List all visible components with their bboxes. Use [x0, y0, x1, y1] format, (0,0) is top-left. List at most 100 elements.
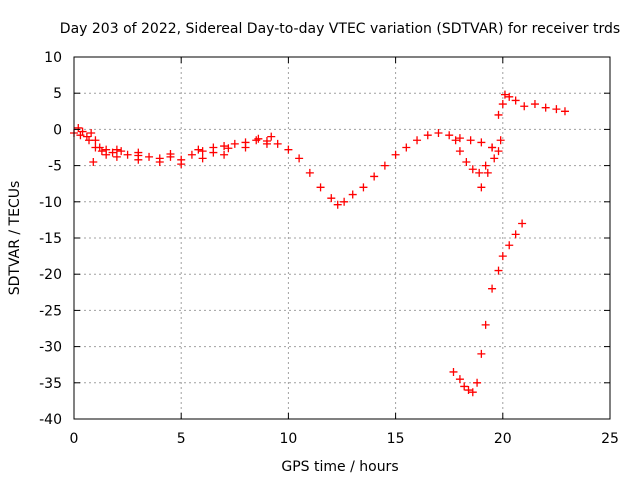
data-point — [348, 190, 357, 199]
data-point — [488, 284, 497, 293]
x-tick-label: 25 — [601, 431, 619, 447]
data-point — [194, 145, 203, 154]
data-point — [134, 151, 143, 160]
data-point — [267, 132, 276, 141]
data-point — [518, 219, 527, 228]
x-axis-label: GPS time / hours — [281, 459, 398, 475]
y-tick-label: -25 — [39, 303, 62, 319]
data-point — [254, 134, 263, 143]
data-point — [477, 349, 486, 358]
data-point — [262, 139, 271, 148]
data-point — [91, 143, 100, 152]
grid-lines — [74, 57, 610, 419]
data-point — [380, 161, 389, 170]
y-tick-label: -30 — [39, 340, 62, 356]
data-point — [455, 147, 464, 156]
data-point — [273, 139, 282, 148]
data-point — [340, 197, 349, 206]
data-point — [449, 367, 458, 376]
data-point — [112, 145, 121, 154]
x-tick-label: 0 — [70, 431, 79, 447]
data-point — [451, 136, 460, 145]
data-point — [209, 148, 218, 157]
data-point — [455, 375, 464, 384]
data-point — [198, 147, 207, 156]
y-tick-label: 0 — [53, 122, 62, 138]
y-tick-label: -20 — [39, 267, 62, 283]
axis-ticks — [73, 56, 611, 420]
data-markers — [70, 90, 569, 397]
y-tick-label: -5 — [48, 159, 62, 175]
data-point — [455, 134, 464, 143]
data-point — [102, 150, 111, 159]
data-point — [155, 157, 164, 166]
data-point — [97, 147, 106, 156]
data-point — [552, 105, 561, 114]
data-point — [220, 142, 229, 151]
data-point — [359, 183, 368, 192]
data-point — [505, 241, 514, 250]
data-point — [117, 147, 126, 156]
y-tick-label: -40 — [39, 412, 62, 428]
data-point — [295, 154, 304, 163]
data-point — [494, 266, 503, 275]
data-point — [112, 152, 121, 161]
data-point — [89, 157, 98, 166]
x-tick-labels: 0 5 10 15 20 25 — [70, 431, 619, 447]
x-tick-label: 10 — [279, 431, 297, 447]
data-point — [177, 160, 186, 169]
data-point — [477, 138, 486, 147]
data-point — [498, 252, 507, 261]
data-point — [198, 154, 207, 163]
x-tick-label: 15 — [387, 431, 405, 447]
x-tick-label: 20 — [494, 431, 512, 447]
data-point — [413, 136, 422, 145]
data-point — [284, 145, 293, 154]
data-point — [494, 147, 503, 156]
data-point — [108, 148, 117, 157]
data-point — [230, 139, 239, 148]
data-point — [466, 136, 475, 145]
data-point — [541, 103, 550, 112]
y-tick-labels: 10 5 0 -5 -10 -15 -20 -25 -30 -35 -40 — [39, 50, 62, 428]
data-point — [76, 131, 85, 140]
data-point — [391, 150, 400, 159]
data-point — [511, 230, 520, 239]
y-tick-label: -35 — [39, 376, 62, 392]
x-tick-label: 5 — [177, 431, 186, 447]
data-point — [434, 129, 443, 138]
y-axis-label: SDTVAR / TECUs — [7, 181, 23, 296]
data-point — [511, 96, 520, 105]
data-point — [187, 150, 196, 159]
data-point — [224, 144, 233, 153]
data-point — [423, 131, 432, 140]
data-point — [530, 100, 539, 109]
data-point — [402, 143, 411, 152]
data-point — [468, 165, 477, 174]
data-point — [500, 90, 509, 99]
data-point — [87, 129, 96, 138]
y-tick-label: -10 — [39, 195, 62, 211]
data-point — [74, 123, 83, 132]
data-point — [494, 110, 503, 119]
y-tick-label: 5 — [53, 86, 62, 102]
data-point — [460, 382, 469, 391]
data-point — [468, 388, 477, 397]
data-point — [490, 154, 499, 163]
data-point — [123, 150, 132, 159]
data-point — [166, 150, 175, 159]
data-point — [477, 183, 486, 192]
y-tick-label: -15 — [39, 231, 62, 247]
data-point — [316, 183, 325, 192]
data-point — [327, 194, 336, 203]
chart-title: Day 203 of 2022, Sidereal Day-to-day VTE… — [60, 21, 620, 37]
data-point — [462, 157, 471, 166]
data-point — [333, 200, 342, 209]
data-point — [481, 161, 490, 170]
data-point — [505, 92, 514, 101]
data-point — [473, 378, 482, 387]
y-tick-label: 10 — [44, 50, 62, 66]
data-point — [220, 150, 229, 159]
